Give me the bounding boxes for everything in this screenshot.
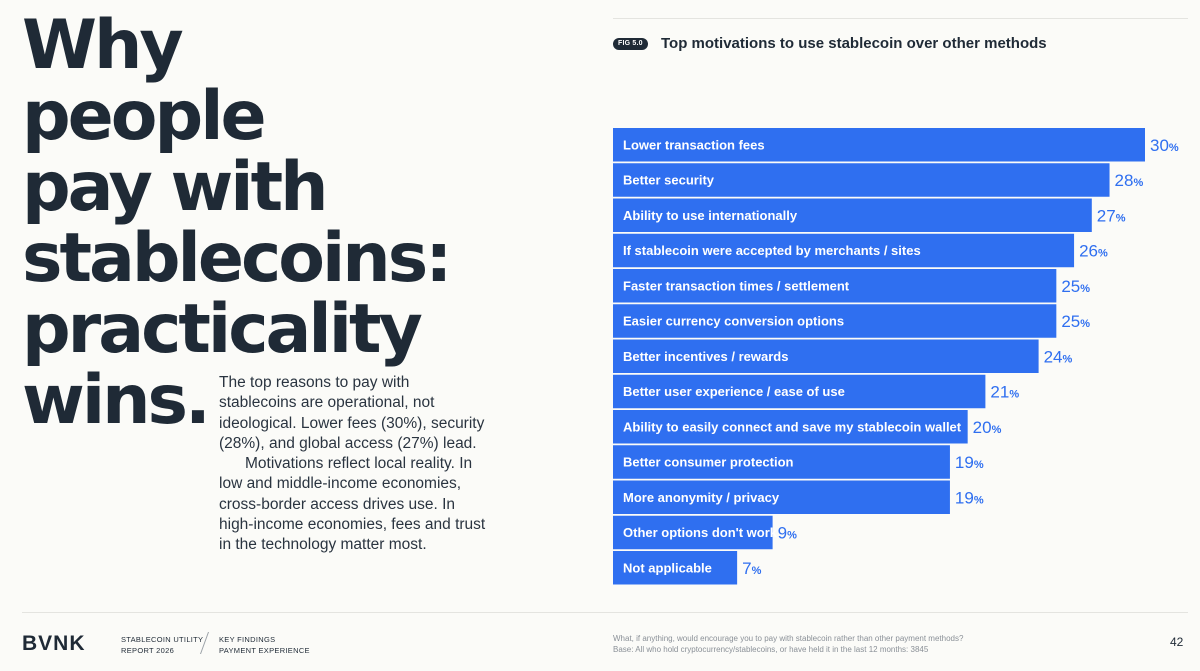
bar-value-label: 25% <box>1061 277 1090 296</box>
bar-value-label: 24% <box>1044 347 1073 366</box>
bar <box>613 515 773 550</box>
bar-category-label: Faster transaction times / settlement <box>623 278 850 293</box>
brand-logo: BVNK <box>22 632 86 655</box>
bar-value-label: 19% <box>955 453 984 472</box>
bar-value-label: 9% <box>778 524 797 543</box>
bar <box>613 480 950 514</box>
report-label: STABLECOIN UTILITY REPORT 2026 <box>121 635 203 656</box>
bar <box>613 445 950 479</box>
section-label-line: KEY FINDINGS <box>219 635 276 644</box>
survey-question: What, if anything, would encourage you t… <box>613 634 964 643</box>
bar <box>613 304 1057 338</box>
bar-category-label: Not applicable <box>623 560 712 575</box>
headline-line: Why people <box>22 6 267 156</box>
body-copy: The top reasons to pay with stablecoins … <box>219 373 491 556</box>
section-label-line: PAYMENT EXPERIENCE <box>219 645 310 655</box>
bar-value-label: 20% <box>973 418 1002 437</box>
body-paragraph-2: Motivations reflect local reality. In lo… <box>219 455 486 554</box>
bar-category-label: Better user experience / ease of use <box>623 384 845 399</box>
bar <box>613 233 1075 268</box>
bar <box>613 410 968 444</box>
bar <box>613 198 1092 232</box>
bar-category-label: Better security <box>623 173 715 188</box>
bar <box>613 374 986 409</box>
report-label-line: REPORT 2026 <box>121 645 175 655</box>
headline-line: stablecoins: <box>22 219 452 298</box>
footnote: What, if anything, would encourage you t… <box>613 634 1133 655</box>
headline-line: pay with <box>22 148 329 227</box>
bar-value-label: 30% <box>1150 136 1179 155</box>
report-label-line: STABLECOIN UTILITY <box>121 635 204 644</box>
headline-line: practicality <box>22 290 423 369</box>
bottom-divider <box>22 612 1188 613</box>
bar-value-label: 25% <box>1061 312 1090 331</box>
bar <box>613 163 1110 197</box>
bar <box>613 339 1039 373</box>
survey-base: Base: All who hold cryptocurrency/stable… <box>613 644 929 654</box>
bar <box>613 551 738 585</box>
bar-category-label: Lower transaction fees <box>623 137 765 152</box>
bar <box>613 128 1145 162</box>
bar-value-label: 21% <box>990 383 1019 402</box>
bar-value-label: 19% <box>955 488 984 507</box>
figure-tag: FIG 5.0 <box>613 38 648 50</box>
bar-value-label: 7% <box>742 559 761 578</box>
bar-category-label: More anonymity / privacy <box>623 490 780 505</box>
bar-category-label: Better incentives / rewards <box>623 349 788 364</box>
bar-category-label: Ability to use internationally <box>623 208 798 223</box>
bar-value-label: 27% <box>1097 206 1126 225</box>
bar-category-label: Easier currency conversion options <box>623 314 844 329</box>
page-headline: Why people pay with stablecoins: practic… <box>22 10 452 436</box>
headline-line: wins. <box>22 361 211 440</box>
figure-title: Top motivations to use stablecoin over o… <box>661 35 1047 52</box>
body-paragraph-1: The top reasons to pay with stablecoins … <box>219 374 485 452</box>
bar-value-label: 26% <box>1079 242 1108 261</box>
bar-category-label: Ability to easily connect and save my st… <box>623 419 962 434</box>
bar-value-label: 28% <box>1115 171 1144 190</box>
top-divider <box>613 18 1188 19</box>
section-label: KEY FINDINGS PAYMENT EXPERIENCE <box>219 635 310 656</box>
bar-category-label: If stablecoin were accepted by merchants… <box>623 243 921 258</box>
bar <box>613 269 1057 303</box>
bar-category-label: Other options don't work <box>623 525 778 540</box>
bar-category-label: Better consumer protection <box>623 455 794 470</box>
page-number: 42 <box>1170 635 1184 649</box>
